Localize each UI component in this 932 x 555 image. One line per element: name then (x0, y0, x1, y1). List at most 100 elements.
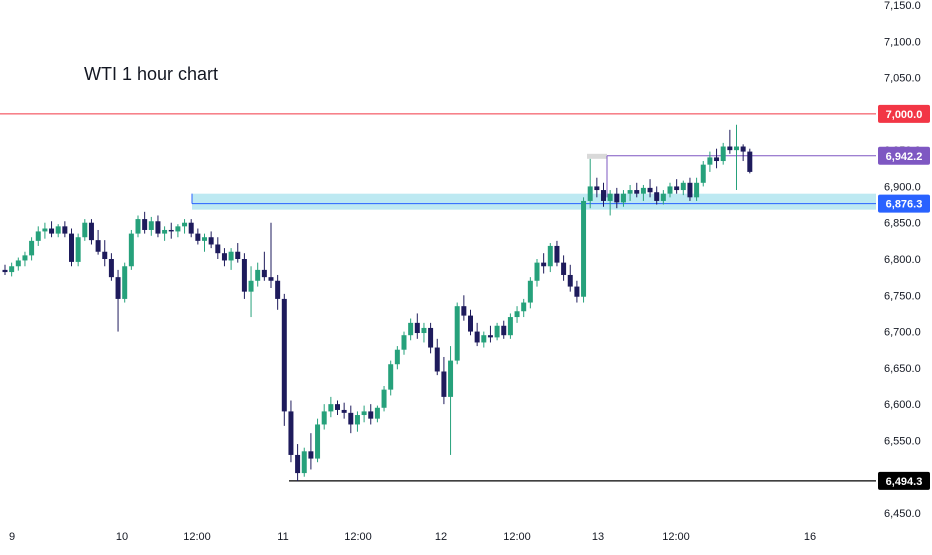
candle-body (468, 315, 473, 332)
candle (2, 264, 8, 275)
candle-body (487, 335, 493, 338)
candle-body (667, 186, 673, 194)
candle (175, 224, 181, 238)
candle-body (315, 424, 321, 459)
candle-body (514, 311, 520, 318)
candle (49, 221, 55, 238)
candle-body (261, 269, 267, 278)
candle (667, 182, 673, 198)
candle (75, 233, 81, 267)
x-tick-label: 12:00 (344, 531, 372, 543)
candle (135, 215, 141, 238)
candle-body (354, 415, 360, 425)
candle-body (202, 237, 207, 241)
candle-body (481, 335, 487, 343)
candle (62, 221, 68, 238)
swing-low-badge-label: 6,494.3 (886, 476, 923, 488)
candle (15, 257, 21, 271)
current-price-badge (878, 146, 930, 165)
current-price-badge-label: 6,942.2 (886, 151, 923, 163)
candle (487, 325, 493, 343)
candle (301, 447, 307, 477)
candle (727, 129, 733, 154)
candle (720, 142, 726, 165)
candle (481, 331, 487, 348)
candle-body (275, 280, 281, 299)
candle (700, 161, 706, 187)
candle-body (155, 221, 161, 234)
candle (168, 222, 174, 239)
candle (527, 277, 533, 309)
candle-body (108, 259, 114, 278)
support-zone-badge-label: 6,876.3 (886, 199, 923, 211)
y-tick-label: 6,700.0 (884, 327, 921, 339)
candle-body (680, 182, 686, 191)
candle (108, 253, 114, 281)
candle (202, 233, 207, 252)
candle (281, 293, 287, 426)
candle-body (102, 251, 108, 259)
candle-body (594, 186, 600, 191)
candle-body (660, 193, 666, 201)
candle (155, 215, 161, 238)
candle (55, 224, 61, 238)
candle-body (15, 260, 21, 267)
candle (587, 158, 593, 209)
candle-body (507, 317, 513, 336)
candle-body (694, 182, 700, 198)
candle (182, 219, 188, 234)
candle-body (401, 335, 407, 350)
candle-body (627, 190, 633, 194)
candle (581, 197, 587, 303)
candle (255, 262, 261, 287)
candle-body (561, 262, 567, 275)
candle (707, 151, 713, 172)
candle (374, 405, 380, 423)
x-tick-label: 12:00 (503, 531, 531, 543)
candle (321, 404, 327, 430)
candle-body (434, 347, 440, 372)
candle-body (348, 412, 354, 425)
candle-body (22, 255, 28, 261)
candle-body (95, 240, 101, 252)
candle (142, 211, 148, 234)
candle-body (228, 251, 234, 261)
candle-body (554, 245, 560, 263)
candle (248, 266, 254, 318)
candle (235, 243, 241, 263)
x-tick-label: 9 (9, 531, 15, 543)
candle (594, 177, 600, 198)
candle (295, 444, 301, 482)
candle (381, 386, 387, 412)
candle-body (381, 389, 387, 408)
candle-body (88, 222, 94, 241)
candle-body (2, 269, 8, 273)
candle-body (647, 187, 653, 193)
x-tick-label: 12:00 (183, 531, 211, 543)
candle-body (248, 280, 254, 292)
candle (315, 418, 321, 463)
candle-body (142, 219, 148, 230)
y-tick-label: 6,800.0 (884, 254, 921, 266)
candle-body (448, 360, 454, 397)
candle (102, 240, 108, 267)
candle-body (328, 404, 334, 412)
candle-body (301, 451, 307, 474)
x-tick-label: 10 (116, 531, 128, 543)
candle-body (394, 349, 400, 365)
candle (680, 180, 686, 196)
candle-body (188, 222, 194, 234)
candle-body (620, 193, 626, 203)
candle-body (541, 262, 547, 267)
x-tick-label: 11 (277, 531, 288, 543)
candle-body (674, 186, 680, 191)
price-marker-shade (587, 153, 607, 159)
candle (348, 405, 354, 434)
candle (428, 322, 434, 354)
candle-body (281, 298, 287, 412)
x-tick-label: 12 (435, 531, 447, 543)
candle (547, 243, 553, 273)
y-tick-label: 6,650.0 (884, 363, 921, 375)
candle-body (654, 192, 660, 201)
